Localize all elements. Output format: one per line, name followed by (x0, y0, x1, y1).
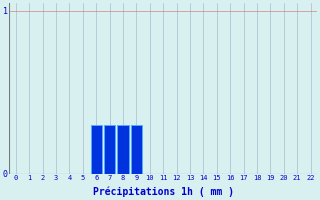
Bar (131, 125, 142, 174)
Bar (117, 125, 129, 174)
Bar (104, 125, 115, 174)
X-axis label: Précipitations 1h ( mm ): Précipitations 1h ( mm ) (93, 187, 234, 197)
Bar (91, 125, 102, 174)
